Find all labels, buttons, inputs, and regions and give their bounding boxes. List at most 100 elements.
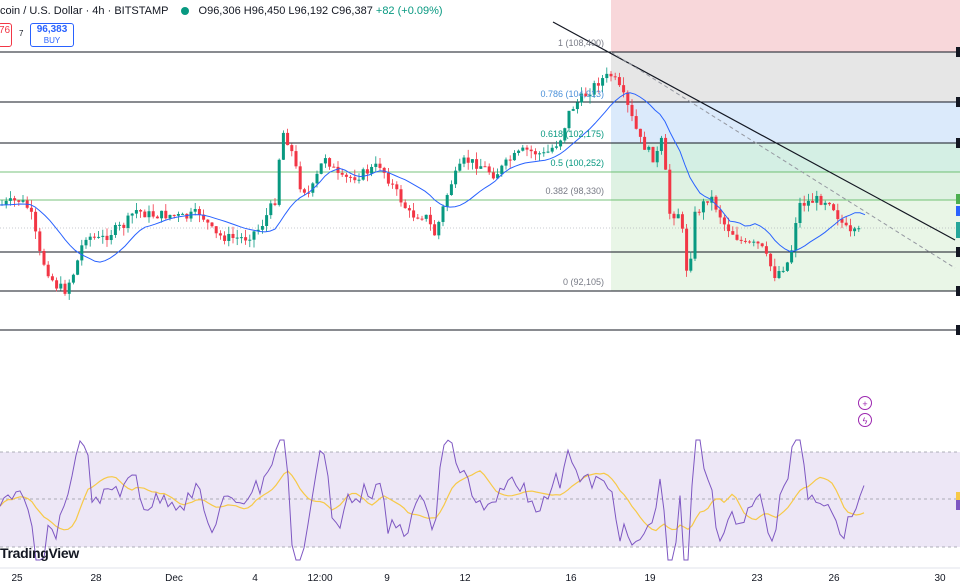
candle-body	[294, 151, 298, 167]
candle-body	[181, 213, 185, 215]
price-scale-mark	[956, 138, 960, 148]
candle-body	[361, 169, 365, 180]
flash-icon[interactable]: ϟ	[858, 413, 872, 427]
candle-body	[160, 210, 164, 219]
candle-body	[659, 137, 663, 151]
candle-body	[248, 239, 252, 241]
candle-body	[743, 240, 747, 242]
candle-body	[735, 234, 739, 240]
candle-body	[706, 201, 710, 203]
candle-body	[235, 237, 239, 239]
candle-body	[550, 147, 554, 152]
candle-body	[785, 262, 789, 271]
candle-body	[802, 202, 806, 206]
candle-body	[811, 200, 815, 203]
candle-body	[722, 217, 726, 225]
candle-body	[59, 283, 63, 289]
candle-body	[416, 217, 420, 219]
candle-body	[437, 221, 441, 236]
candle-body	[853, 228, 857, 232]
candle-body	[525, 147, 529, 150]
sell-button[interactable]: 76	[0, 23, 12, 47]
compare-icon[interactable]: +	[858, 396, 872, 410]
candle-body	[554, 146, 558, 148]
candle-body	[756, 241, 760, 244]
candle-body	[521, 147, 525, 151]
x-tick-label: 4	[252, 573, 258, 584]
candle-body	[420, 218, 424, 220]
candle-body	[479, 166, 483, 169]
candle-body	[638, 128, 642, 137]
fib-label-text: 0 (92,105)	[562, 277, 604, 287]
candle-body	[357, 179, 361, 181]
candle-body	[790, 250, 794, 263]
candle-body	[202, 214, 206, 220]
candle-body	[529, 149, 533, 152]
candle-body	[840, 219, 844, 223]
candle-body	[764, 246, 768, 254]
candle-body	[172, 214, 176, 216]
symbol-title[interactable]: coin / U.S. Dollar · 4h · BITSTAMP	[0, 5, 169, 17]
buy-label: BUY	[43, 36, 61, 45]
candle-body	[844, 222, 848, 226]
candle-body	[17, 200, 21, 202]
change-value: +82 (+0.09%)	[375, 5, 443, 17]
candle-body	[701, 201, 705, 213]
fib-label-text: 0.5 (100,252)	[550, 158, 604, 168]
fib-zone-3	[611, 143, 960, 172]
fib-label-0382: 0.382 (98,330)	[545, 186, 604, 196]
candle-body	[71, 274, 75, 283]
tradingview-logo: TradingView	[0, 545, 79, 561]
candle-body	[307, 192, 311, 194]
candle-body	[252, 231, 256, 240]
fib-label-05: 0.5 (100,252)	[550, 158, 604, 168]
candle-body	[113, 225, 117, 236]
candle-body	[819, 195, 823, 205]
candle-body	[340, 172, 344, 175]
candle-body	[651, 146, 655, 163]
candle-body	[63, 283, 67, 294]
candle-body	[391, 183, 395, 185]
candle-body	[218, 233, 222, 236]
buy-button[interactable]: 96,383 BUY	[30, 23, 74, 47]
candle-body	[109, 235, 113, 241]
candle-body	[164, 210, 168, 219]
x-tick-label: 30	[934, 573, 946, 584]
candle-body	[143, 211, 147, 218]
candle-body	[769, 253, 773, 267]
candle-body	[315, 173, 319, 184]
x-tick-label: 12:00	[307, 573, 333, 584]
fib-label-text: 0.786 (104,913)	[540, 89, 604, 99]
candle-body	[302, 189, 306, 193]
candle-body	[832, 204, 836, 211]
trend-line-dashed[interactable]	[610, 51, 956, 269]
price-scale-mark	[956, 47, 960, 57]
price-scale-mark	[956, 325, 960, 335]
candle-body	[815, 195, 819, 203]
candle-body	[92, 236, 96, 238]
candle-body	[97, 236, 101, 238]
candle-body	[601, 78, 605, 86]
candle-body	[34, 211, 38, 232]
candle-body	[130, 213, 134, 216]
candle-body	[693, 211, 697, 259]
candle-body	[353, 177, 357, 181]
candle-body	[483, 166, 487, 168]
candle-body	[319, 163, 323, 174]
candle-body	[697, 211, 701, 213]
trend-line[interactable]	[552, 21, 956, 241]
candle-body	[298, 166, 302, 190]
candle-body	[256, 229, 260, 232]
candle-body	[559, 140, 563, 147]
fib-label-0: 0 (92,105)	[563, 277, 604, 287]
current-price-mark	[956, 222, 960, 238]
candle-body	[244, 237, 248, 241]
price-scale-mark	[956, 247, 960, 257]
candle-body	[714, 196, 718, 210]
candle-body	[596, 83, 600, 86]
candle-body	[508, 159, 512, 161]
candle-body	[46, 264, 50, 277]
candle-body	[798, 202, 802, 224]
candle-body	[806, 200, 810, 206]
